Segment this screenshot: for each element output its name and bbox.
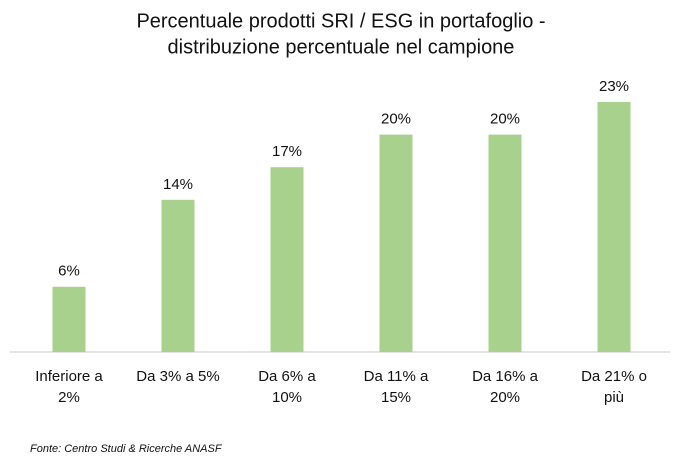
data-label: 14% <box>163 176 193 193</box>
x-tick-label: Da 6% a <box>258 368 316 385</box>
source-note: Fonte: Centro Studi & Ricerche ANASF <box>30 443 223 455</box>
x-tick-label: Da 11% a <box>364 368 429 385</box>
x-tick-label: 15% <box>381 389 411 406</box>
x-tick-label: 2% <box>58 389 80 406</box>
bar <box>488 134 522 352</box>
x-tick-label: più <box>604 389 624 406</box>
chart-title: distribuzione percentuale nel campione <box>168 36 515 58</box>
bar <box>161 199 195 352</box>
bar <box>597 101 631 353</box>
data-label: 20% <box>490 111 520 128</box>
x-tick-label: 20% <box>490 389 520 406</box>
x-tick-label: 10% <box>272 389 302 406</box>
bar <box>270 167 304 352</box>
x-tick-label: Da 3% a 5% <box>136 368 219 385</box>
data-label: 20% <box>381 111 411 128</box>
chart-title: Percentuale prodotti SRI / ESG in portaf… <box>136 10 545 32</box>
x-tick-label: Inferiore a <box>35 368 103 385</box>
bar <box>52 286 86 352</box>
x-tick-label: Da 16% a <box>472 368 539 385</box>
bar <box>379 134 413 352</box>
data-label: 6% <box>58 263 80 280</box>
data-label: 17% <box>272 143 302 160</box>
data-label: 23% <box>599 78 629 95</box>
x-tick-label: Da 21% o <box>581 368 647 385</box>
